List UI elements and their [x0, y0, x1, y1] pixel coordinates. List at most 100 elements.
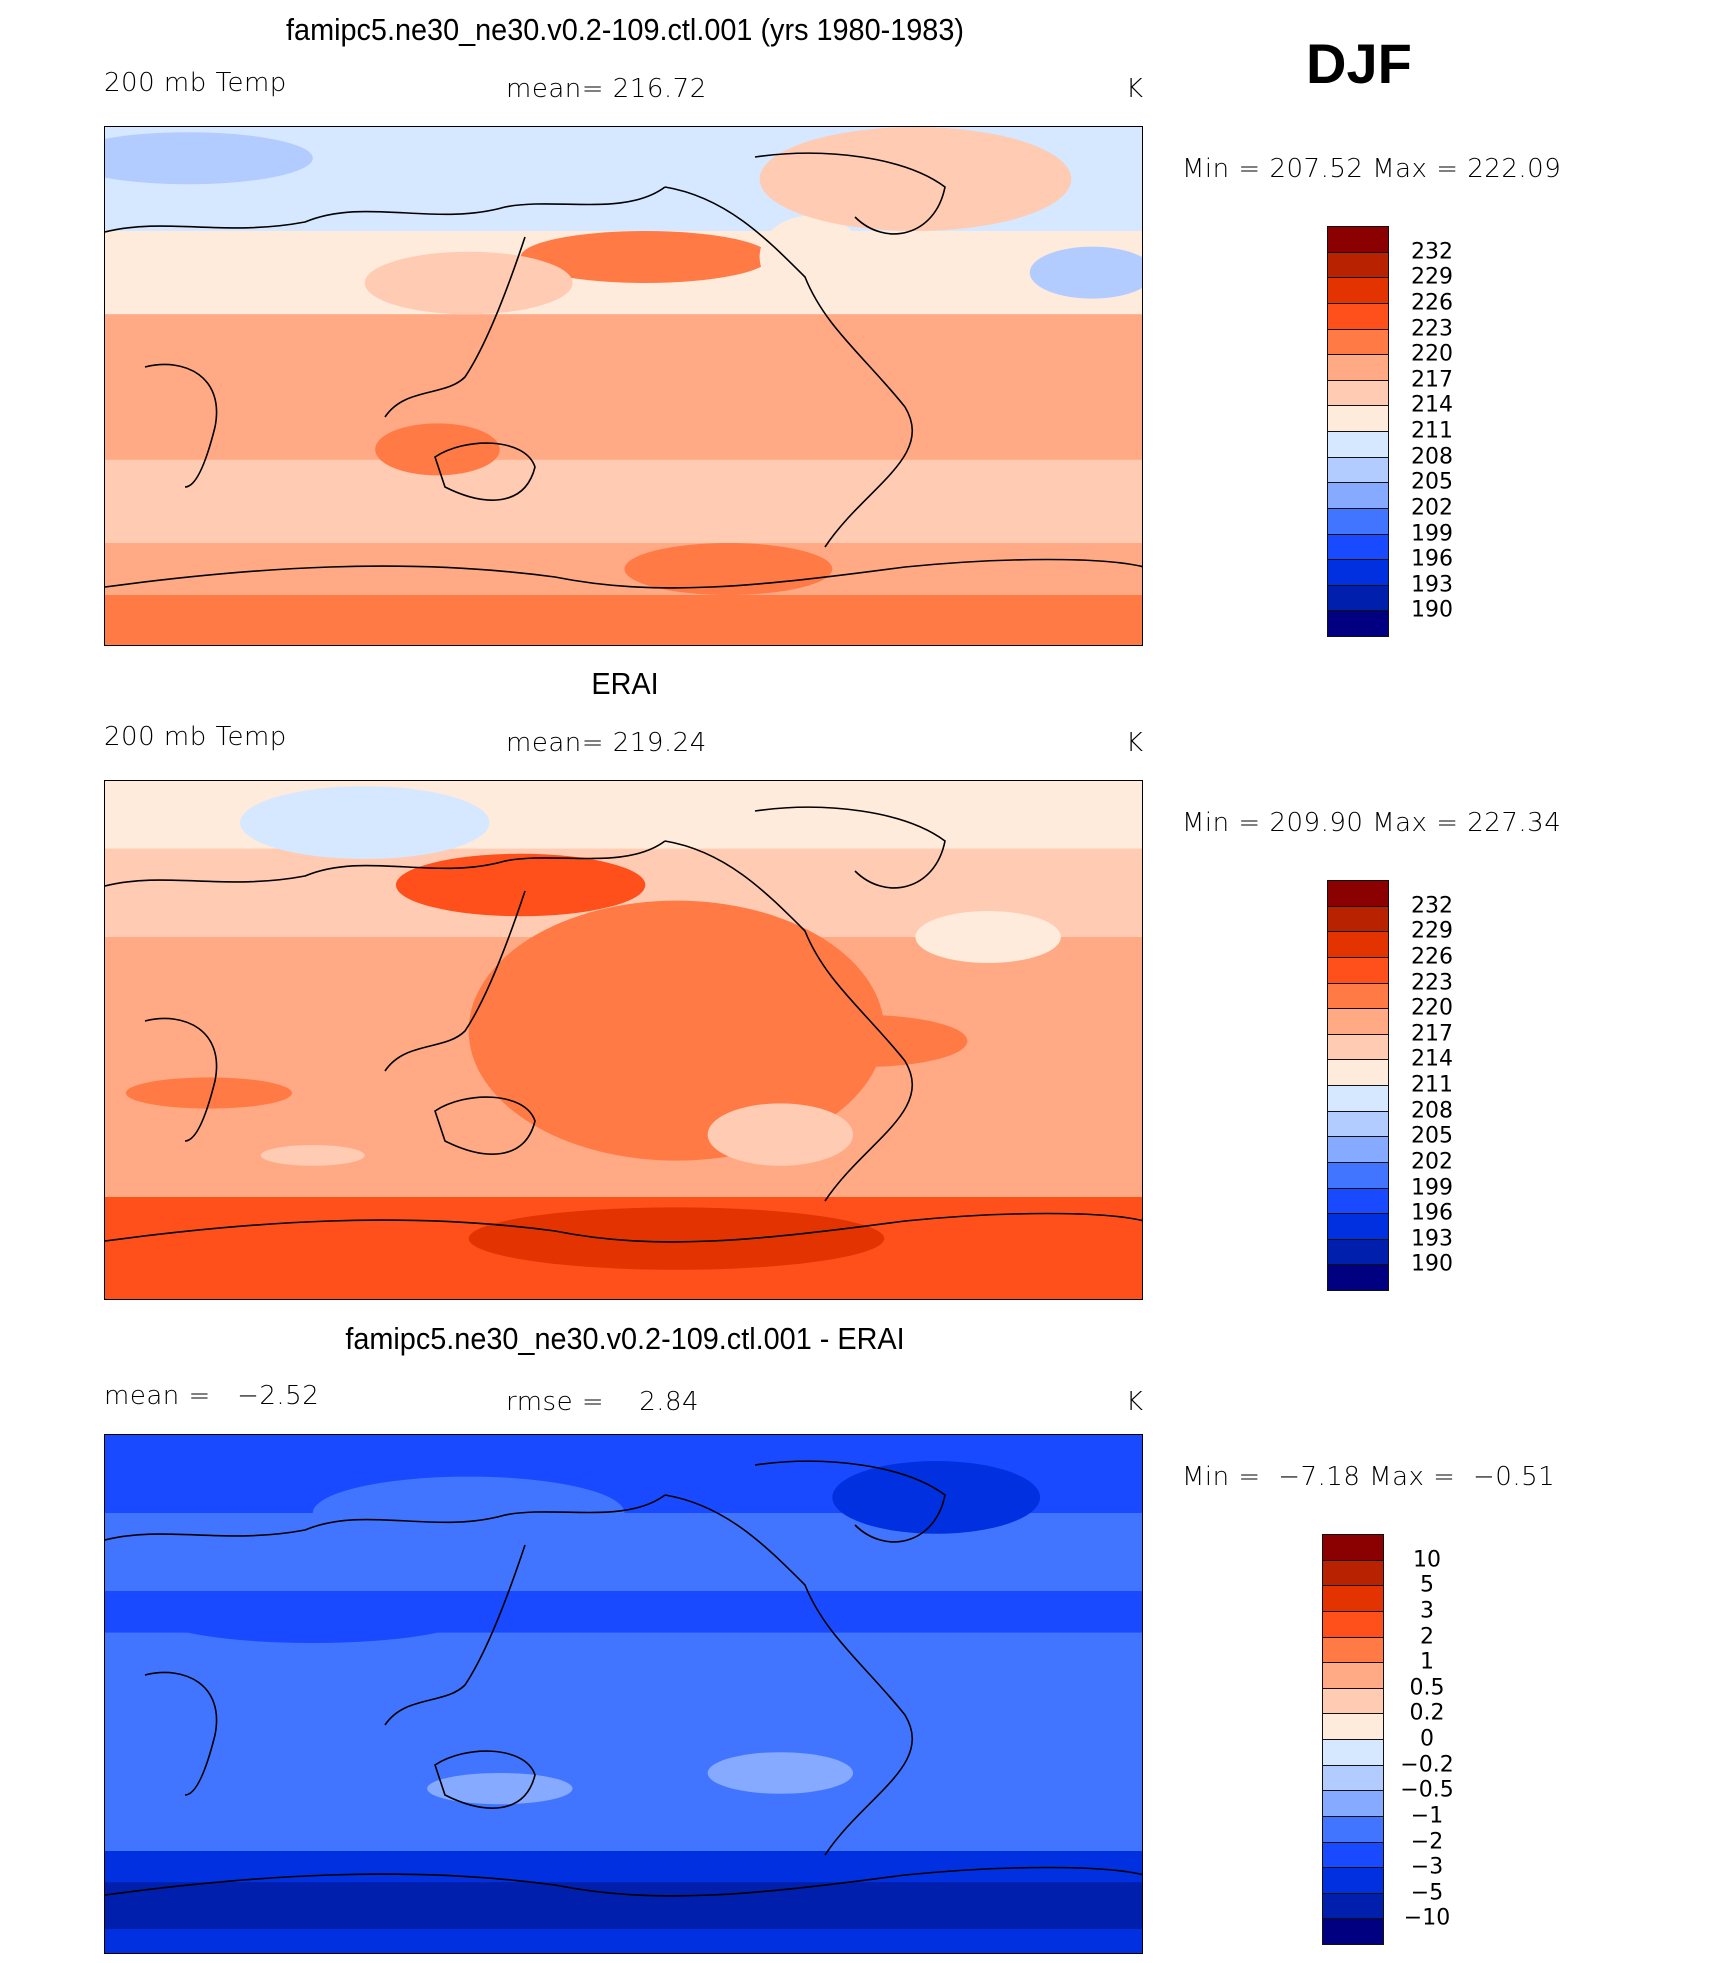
colorbar-label: 226 — [1411, 290, 1453, 316]
colorbar-swatch — [1327, 431, 1389, 458]
colorbar-label: −0.5 — [1400, 1777, 1454, 1803]
colorbar-swatch — [1322, 1636, 1384, 1664]
colorbar-swatch — [1327, 956, 1389, 984]
coastline — [434, 442, 536, 501]
coastline — [105, 1494, 666, 1541]
contour-region — [395, 853, 646, 917]
min-max-label: Min = 209.90 Max = 227.34 — [1182, 808, 1562, 838]
season-label: DJF — [1306, 32, 1412, 95]
colorbar-swatch — [1327, 251, 1389, 279]
colorbar-label: 205 — [1411, 469, 1453, 495]
colorbar-label: 0 — [1420, 1726, 1434, 1752]
contour-region — [759, 215, 864, 299]
panel-title: ERAI — [591, 666, 659, 701]
colorbar-swatch — [1322, 1534, 1384, 1561]
contour-region — [520, 231, 770, 283]
colorbar: 232 229 226 223 220 217 214 211 208 205 202 199 196 1… — [1327, 880, 1453, 1291]
coastline — [754, 1460, 946, 1543]
colorbar-label: 232 — [1411, 893, 1453, 919]
colorbar-label: 190 — [1411, 597, 1453, 623]
colorbar-label: 211 — [1411, 1072, 1453, 1098]
colorbar-label: 214 — [1411, 392, 1453, 418]
colorbar-swatch — [1327, 1008, 1389, 1035]
colorbar-swatch — [1322, 1867, 1384, 1894]
colorbar-swatch — [1327, 1033, 1389, 1061]
coastline — [105, 186, 666, 233]
colorbar-swatch — [1327, 533, 1389, 561]
coastline — [754, 152, 946, 235]
colorbar-swatch — [1327, 1136, 1389, 1163]
colorbar-label: 226 — [1411, 944, 1453, 970]
colorbar-label: 229 — [1411, 264, 1453, 290]
panel-left-label: 200 mb Temp — [104, 722, 287, 752]
contour-region — [832, 1461, 1041, 1534]
contour-region — [468, 900, 885, 1161]
coastline — [384, 1544, 526, 1726]
colorbar-label: 199 — [1411, 521, 1453, 546]
contour-region — [1029, 246, 1142, 299]
coastline — [434, 1750, 536, 1809]
colorbar-swatch — [1322, 1739, 1384, 1766]
coastline — [105, 1212, 1142, 1243]
colorbar-swatch — [1327, 405, 1389, 432]
contour-region — [240, 786, 490, 859]
colorbar-label: 217 — [1411, 1021, 1453, 1047]
contour-map — [104, 126, 1143, 646]
colorbar-label: 220 — [1411, 341, 1453, 367]
colorbar-swatch — [1327, 354, 1389, 381]
colorbar-label: 196 — [1411, 1200, 1453, 1226]
colorbar-label: −3 — [1410, 1854, 1444, 1880]
colorbar-swatch — [1327, 584, 1389, 612]
coastline — [105, 840, 666, 887]
coastline — [144, 1017, 218, 1142]
colorbar-swatch — [1327, 1213, 1389, 1240]
colorbar-swatch — [1327, 1238, 1389, 1266]
contour-map — [104, 1434, 1143, 1954]
contour-band — [105, 1186, 1142, 1198]
coastline — [664, 1494, 913, 1856]
coastline — [384, 890, 526, 1072]
coastline — [434, 1096, 536, 1155]
colorbar-label: 5 — [1420, 1572, 1434, 1598]
colorbar-label: 2 — [1420, 1624, 1434, 1649]
colorbar-label: 193 — [1411, 572, 1453, 598]
colorbar-label: −2 — [1410, 1829, 1444, 1854]
colorbar-label: −5 — [1410, 1880, 1444, 1906]
contour-region — [759, 127, 1072, 231]
contour-region — [427, 1773, 573, 1805]
contour-band — [105, 595, 1142, 645]
colorbar-label: −10 — [1403, 1905, 1451, 1931]
coastline — [664, 186, 913, 548]
colorbar-swatch — [1327, 379, 1389, 407]
colorbar-label: 214 — [1411, 1046, 1453, 1072]
colorbar-swatch — [1327, 482, 1389, 509]
contour-region — [707, 1103, 854, 1166]
colorbar-swatch — [1327, 1085, 1389, 1112]
min-max-label: Min = 207.52 Max = 222.09 — [1182, 154, 1562, 184]
colorbar-swatch — [1327, 880, 1389, 907]
colorbar-swatch — [1327, 1161, 1389, 1189]
contour-region — [375, 423, 500, 476]
colorbar-swatch — [1322, 1841, 1384, 1869]
colorbar-swatch — [1322, 1815, 1384, 1843]
contour-band — [105, 1882, 1142, 1930]
colorbar-label: 208 — [1411, 444, 1453, 470]
colorbar-label: 0.2 — [1409, 1700, 1445, 1726]
colorbar-swatch — [1327, 1110, 1389, 1138]
colorbar-swatch — [1322, 1610, 1384, 1638]
contour-region — [364, 251, 573, 315]
contour-band — [105, 543, 1142, 596]
colorbar-label: 190 — [1411, 1251, 1453, 1277]
panel-left-label: 200 mb Temp — [104, 68, 287, 98]
contour-region — [260, 1145, 365, 1166]
colorbar-swatch — [1322, 1713, 1384, 1740]
coastline — [144, 363, 218, 488]
panel-title: famipc5.ne30_ne30.v0.2-109.ctl.001 (yrs … — [286, 12, 964, 47]
panel-center-label: rmse = 2.84 — [506, 1387, 700, 1417]
contour-region — [312, 1476, 625, 1550]
colorbar-swatch — [1327, 982, 1389, 1010]
colorbar-swatch — [1327, 1264, 1389, 1291]
colorbar-swatch — [1322, 1662, 1384, 1689]
panel-title: famipc5.ne30_ne30.v0.2-109.ctl.001 - ERA… — [345, 1321, 905, 1356]
